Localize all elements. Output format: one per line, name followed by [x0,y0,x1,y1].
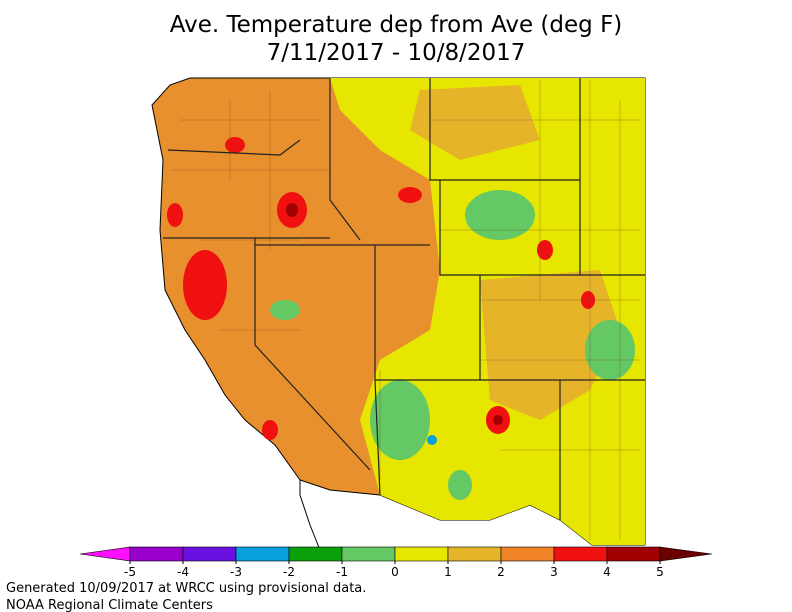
colorbar-bin [129,546,184,562]
colorbar-bin [394,546,449,562]
state-borders [163,78,645,520]
cool-patch [270,300,300,320]
colorbar-bin [447,546,502,562]
colorbar-bin [341,546,396,562]
colorbar-bin [553,546,608,562]
colorbar-under [79,546,131,562]
colorbar-bin [500,546,555,562]
hot-patch [167,203,183,227]
colorbar-tick-label: 3 [550,565,558,579]
colorbar-bin [606,546,661,562]
cool-patch [448,470,472,500]
colorbar-bin [288,546,343,562]
colorbar-tick-label: 1 [444,565,452,579]
colorbar-tick-label: 2 [497,565,505,579]
cool-patch [370,380,430,460]
colorbar-bin [182,546,237,562]
colorbar-bin [235,546,290,562]
colorbar: -5 -4 -3 -2 -1 0 1 2 3 4 5 [79,546,713,579]
colorbar-tick-label: -1 [336,565,348,579]
cold-patch [427,435,437,445]
hottest-patch [493,415,503,425]
hottest-patch [286,203,298,217]
colorbar-over [659,546,713,562]
county-lines [170,80,640,540]
hot-patch [537,240,553,260]
footer-line: NOAA Regional Climate Centers [6,598,213,612]
mexico-border [299,480,321,551]
colorbar-tick-label: -3 [230,565,242,579]
colorbar-tick-label: -2 [283,565,295,579]
hot-patch [262,420,278,440]
cool-patch [465,190,535,240]
colorbar-tick-label: 4 [603,565,611,579]
hot-patch [398,187,422,203]
hot-patch [183,250,227,320]
colorbar-tick-label: 5 [656,565,664,579]
orange-zone [410,85,540,160]
map-subtitle: 7/11/2017 - 10/8/2017 [267,40,526,66]
footer-line: Generated 10/09/2017 at WRCC using provi… [6,581,366,596]
map [151,77,646,551]
colorbar-tick-label: -5 [124,565,136,579]
colorbar-tick-label: 0 [391,565,399,579]
map-title: Ave. Temperature dep from Ave (deg F) [170,12,623,38]
cool-patch [585,320,635,380]
colorbar-tick-label: -4 [177,565,189,579]
hot-patch [225,137,245,153]
